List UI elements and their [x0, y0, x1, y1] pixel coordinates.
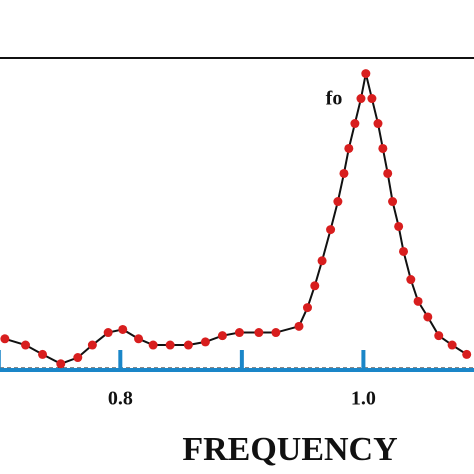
x-tick-label: 0.8 [108, 388, 133, 410]
data-point [378, 143, 388, 153]
data-point [361, 69, 371, 79]
data-point [200, 337, 210, 347]
data-point [73, 353, 83, 363]
data-point [356, 94, 366, 104]
data-point [388, 197, 398, 207]
data-point [447, 340, 457, 350]
data-point [38, 349, 48, 359]
annotation: fo [326, 88, 343, 110]
data-point [373, 119, 383, 129]
data-point [344, 143, 354, 153]
data-point [333, 197, 343, 207]
data-point [399, 246, 409, 256]
data-point [103, 328, 113, 338]
data-point [462, 349, 472, 359]
data-point [310, 281, 320, 291]
data-point [394, 221, 404, 231]
data-point [21, 340, 31, 350]
data-point [302, 303, 312, 313]
data-point [326, 225, 336, 235]
data-point [134, 334, 144, 344]
data-point [317, 256, 327, 266]
data-point [183, 340, 193, 350]
data-point [413, 296, 423, 306]
data-point [434, 331, 444, 341]
data-point [423, 312, 433, 322]
data-point [217, 331, 227, 341]
data-point [271, 328, 281, 338]
x-tick-label: 1.0 [351, 388, 376, 410]
data-point [165, 340, 175, 350]
data-point [234, 328, 244, 338]
data-point [56, 359, 66, 369]
data-point [254, 328, 264, 338]
data-point [0, 334, 10, 344]
series-line [4, 73, 468, 365]
data-point [339, 168, 349, 178]
data-point [87, 340, 97, 350]
data-point [350, 119, 360, 129]
data-point [383, 168, 393, 178]
data-point [148, 340, 158, 350]
data-point [406, 275, 416, 285]
data-point [367, 94, 377, 104]
data-point [294, 321, 304, 331]
data-point [118, 324, 128, 334]
x-axis-label: FREQUENCY [182, 431, 397, 468]
